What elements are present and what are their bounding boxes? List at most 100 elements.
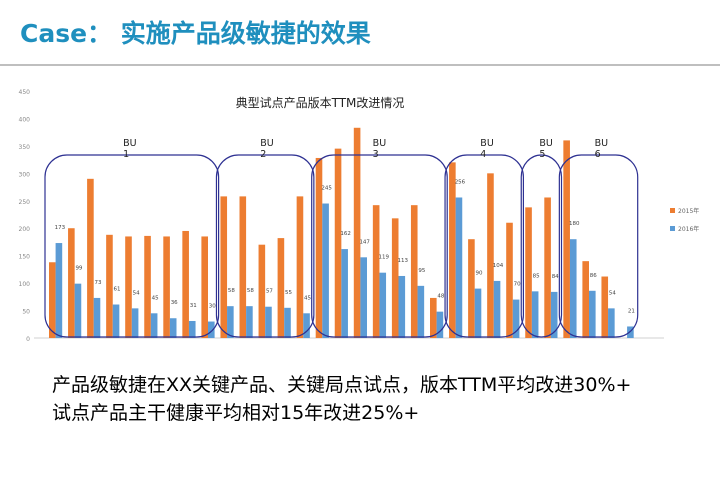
legend-entry: 2015年 bbox=[678, 207, 699, 215]
bar-2015 bbox=[449, 162, 456, 338]
bu-group-number: 1 bbox=[123, 149, 129, 160]
bar-2016 bbox=[112, 304, 120, 338]
bar-2016 bbox=[131, 308, 139, 338]
data-label-2016: 113 bbox=[398, 258, 409, 264]
bar-2016 bbox=[246, 306, 253, 338]
bu-group-outline bbox=[558, 154, 639, 338]
bar-2016 bbox=[208, 321, 215, 338]
data-label-2016: 70 bbox=[514, 282, 521, 288]
bar-2016 bbox=[512, 299, 520, 338]
bar-2015 bbox=[239, 196, 247, 338]
data-label-2016: 90 bbox=[476, 271, 483, 277]
chart-title: 典型试点产品版本TTM改进情况 bbox=[236, 95, 405, 110]
bar-2016 bbox=[93, 297, 101, 338]
data-label-2016: 48 bbox=[437, 294, 444, 300]
bu-group-outline bbox=[311, 154, 448, 338]
data-label-2016: 95 bbox=[418, 268, 425, 274]
bar-2015 bbox=[334, 148, 342, 338]
bar-2016 bbox=[341, 249, 348, 338]
bu-group-outline bbox=[520, 154, 563, 338]
bar-2015 bbox=[391, 218, 399, 338]
title-divider bbox=[0, 64, 720, 66]
bar-2015 bbox=[601, 276, 609, 338]
data-label-2016: 180 bbox=[569, 221, 580, 227]
ttm-bar-chart: 典型试点产品版本TTM改进情况 0 50 100 150 200 250 300 350 400… bbox=[19, 89, 700, 343]
bar-2015 bbox=[468, 239, 475, 338]
y-tick-label: 250 bbox=[19, 199, 31, 206]
bar-2015 bbox=[87, 178, 94, 338]
data-label-2016: 162 bbox=[340, 231, 351, 237]
bar-2016 bbox=[55, 243, 63, 338]
data-label-2016: 256 bbox=[455, 179, 466, 185]
bar-2015 bbox=[410, 205, 418, 338]
bu-group-label: BU bbox=[373, 138, 387, 149]
bar-2015 bbox=[506, 222, 513, 338]
bar-2016 bbox=[303, 313, 310, 338]
data-label-2016: 54 bbox=[133, 290, 140, 296]
data-label-2016: 73 bbox=[95, 280, 102, 286]
data-label-2016: 58 bbox=[247, 288, 254, 294]
axis-layer: 0 50 100 150 200 250 300 350 400 450 bbox=[19, 89, 664, 343]
bu-group-label: BU bbox=[480, 138, 494, 149]
y-tick-label: 300 bbox=[19, 171, 31, 178]
data-label-2016: 173 bbox=[55, 225, 66, 231]
bar-2016 bbox=[150, 313, 158, 338]
legend-entry: 2016年 bbox=[678, 225, 699, 233]
data-label-2016: 104 bbox=[493, 263, 504, 269]
bar-2015 bbox=[125, 236, 132, 338]
bar-2016 bbox=[436, 311, 444, 338]
bu-group-outline bbox=[44, 154, 220, 338]
summary-line-health: 试点产品主干健康平均相对15年改进25%+ bbox=[52, 402, 420, 424]
bar-2015 bbox=[296, 196, 304, 338]
bar-2015 bbox=[68, 228, 75, 338]
bar-2016 bbox=[227, 306, 234, 338]
bu-group-label: BU bbox=[123, 138, 137, 149]
data-label-2016: 245 bbox=[321, 186, 332, 192]
data-label-2016: 36 bbox=[171, 300, 178, 306]
data-label-2016: 61 bbox=[114, 287, 121, 293]
bar-2015 bbox=[106, 234, 113, 338]
slide-title: Case： 实施产品级敏捷的效果 bbox=[20, 19, 371, 48]
bar-2016 bbox=[322, 203, 329, 338]
bu-group-number: 4 bbox=[480, 149, 486, 160]
bar-2015 bbox=[315, 157, 323, 338]
bar-2015 bbox=[353, 127, 361, 338]
data-label-2016: 86 bbox=[590, 273, 597, 279]
bar-2016 bbox=[360, 257, 367, 338]
bar-2016 bbox=[493, 280, 501, 338]
bar-2015 bbox=[182, 230, 189, 338]
data-label-2016: 45 bbox=[152, 295, 159, 301]
y-tick-label: 450 bbox=[19, 89, 31, 96]
y-tick-label: 200 bbox=[19, 226, 31, 233]
legend: 2015年 2016年 bbox=[670, 207, 699, 233]
data-label-2016: 99 bbox=[75, 266, 82, 272]
bar-2015 bbox=[525, 207, 532, 338]
bar-2016 bbox=[455, 197, 463, 338]
bar-2016 bbox=[474, 288, 482, 338]
bar-2015 bbox=[144, 235, 151, 338]
bu-group-outline bbox=[215, 154, 315, 338]
bar-2015 bbox=[372, 205, 380, 338]
bar-2016 bbox=[74, 283, 82, 338]
data-label-2016: 45 bbox=[304, 295, 311, 301]
bu-group-label: BU bbox=[539, 138, 553, 149]
legend-swatch bbox=[670, 226, 675, 231]
bar-2015 bbox=[220, 196, 228, 338]
bar-2015 bbox=[544, 197, 551, 338]
bar-2015 bbox=[163, 236, 170, 338]
bar-2015 bbox=[201, 236, 208, 338]
legend-swatch bbox=[670, 208, 675, 213]
data-label-2016: 84 bbox=[552, 274, 559, 280]
bar-2016 bbox=[417, 285, 425, 338]
y-tick-label: 50 bbox=[22, 309, 30, 316]
summary-line-ttm: 产品级敏捷在XX关键产品、关键局点试点，版本TTM平均改进30%+ bbox=[52, 374, 632, 396]
data-label-2016: 57 bbox=[266, 289, 273, 295]
bu-group-number: 5 bbox=[539, 149, 545, 160]
bar-2016 bbox=[188, 320, 196, 338]
bar-2016 bbox=[627, 326, 634, 338]
bar-2016 bbox=[265, 306, 272, 338]
bar-2016 bbox=[608, 308, 615, 338]
data-label-2016: 30 bbox=[209, 304, 216, 310]
